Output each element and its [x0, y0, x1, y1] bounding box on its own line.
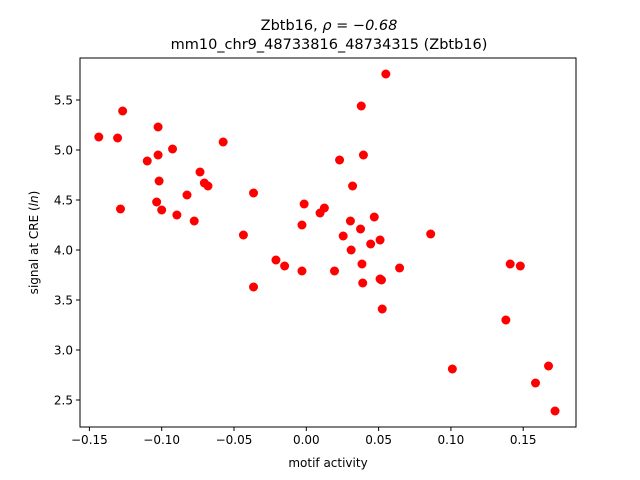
data-point-30 [335, 155, 345, 165]
data-point-34 [348, 181, 358, 191]
x-ticks: −0.15 −0.10 −0.05 0.00 0.05 0.10 0.15 [71, 427, 537, 447]
data-point-9 [152, 197, 162, 207]
data-point-1 [94, 132, 104, 142]
data-point-47 [395, 263, 405, 273]
y-axis-label: signal at CRE (ln) [27, 191, 41, 295]
data-point-13 [182, 190, 192, 200]
data-point-35 [356, 224, 366, 234]
x-tick-label: 0.05 [365, 433, 392, 447]
y-ticks: 2.5 3.0 3.5 4.0 4.5 5.0 5.5 [54, 94, 80, 408]
data-point-42 [375, 235, 385, 245]
data-point-45 [377, 304, 387, 314]
x-axis-label: motif activity [288, 456, 367, 470]
data-point-55 [550, 406, 560, 416]
data-point-20 [249, 188, 259, 198]
data-point-52 [515, 261, 525, 271]
data-point-48 [426, 229, 436, 239]
data-point-5 [142, 156, 152, 166]
data-point-51 [505, 259, 515, 269]
data-point-53 [531, 378, 541, 388]
data-point-49 [447, 364, 457, 374]
y-tick-label: 3.5 [54, 294, 73, 308]
data-point-10 [157, 205, 167, 215]
data-point-33 [346, 245, 356, 255]
data-point-19 [238, 230, 248, 240]
data-point-18 [218, 137, 228, 147]
data-point-29 [330, 266, 340, 276]
data-point-44 [377, 275, 386, 285]
data-point-50 [501, 315, 511, 325]
y-tick-label: 3.0 [54, 344, 73, 358]
y-tick-label: 5.0 [54, 144, 73, 158]
data-point-26 [297, 220, 307, 230]
x-tick-label: 0.00 [293, 433, 320, 447]
data-point-24 [297, 266, 307, 276]
data-point-54 [544, 361, 554, 371]
data-point-28 [319, 203, 329, 213]
data-point-23 [280, 261, 290, 271]
data-point-41 [369, 212, 379, 222]
y-tick-label: 4.5 [54, 194, 73, 208]
x-tick-label: −0.10 [143, 433, 180, 447]
data-point-40 [366, 239, 376, 249]
data-point-14 [189, 216, 199, 226]
data-point-11 [168, 144, 178, 154]
data-point-4 [115, 204, 125, 214]
chart-title-line2: mm10_chr9_48733816_48734315 (Zbtb16) [171, 37, 488, 53]
data-point-3 [118, 106, 128, 116]
data-point-25 [299, 199, 309, 209]
y-tick-label: 4.0 [54, 244, 73, 258]
points-layer [94, 69, 560, 416]
data-point-39 [358, 150, 368, 160]
data-point-37 [357, 259, 367, 269]
data-point-7 [153, 150, 163, 160]
plot-frame [79, 57, 577, 428]
y-tick-label: 5.5 [54, 94, 73, 108]
data-point-17 [203, 181, 213, 191]
x-tick-label: −0.05 [216, 433, 253, 447]
data-point-15 [195, 167, 205, 177]
data-point-22 [271, 255, 281, 265]
y-tick-label: 2.5 [54, 394, 73, 408]
data-point-8 [154, 176, 164, 186]
data-point-2 [113, 133, 123, 143]
x-tick-label: 0.15 [510, 433, 537, 447]
data-point-38 [358, 278, 368, 288]
x-tick-label: −0.15 [71, 433, 108, 447]
data-point-36 [356, 101, 366, 111]
data-point-21 [249, 282, 259, 292]
chart-title-line1: Zbtb16, ρ = −0.68 [261, 18, 398, 34]
data-point-32 [345, 216, 355, 226]
data-point-46 [381, 69, 391, 79]
data-point-6 [153, 122, 163, 132]
data-point-31 [338, 231, 348, 241]
x-tick-label: 0.10 [438, 433, 465, 447]
data-point-12 [172, 210, 182, 220]
